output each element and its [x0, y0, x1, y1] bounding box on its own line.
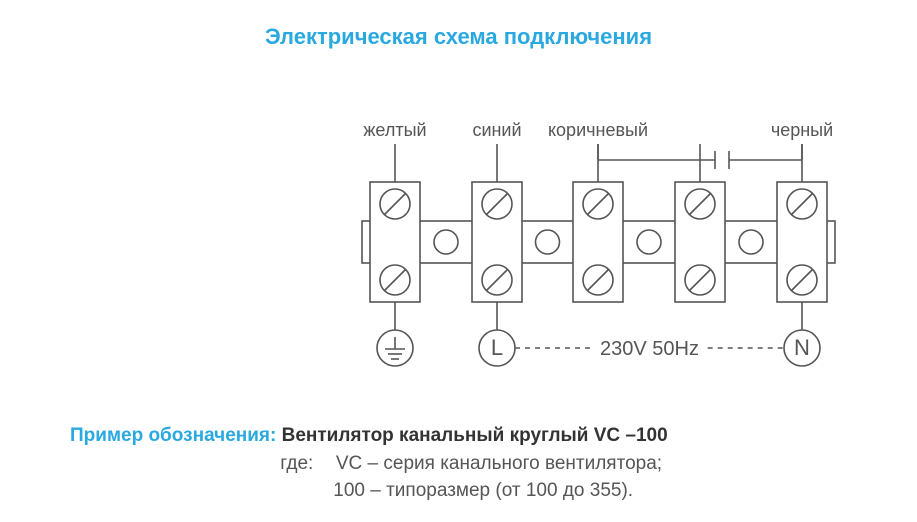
svg-text:коричневый: коричневый [548, 120, 648, 140]
example-label: Пример обозначения: [70, 425, 276, 446]
svg-text:черный: черный [771, 120, 833, 140]
svg-text:N: N [794, 335, 810, 360]
where-label: где: [280, 453, 313, 474]
svg-text:желтый: желтый [363, 120, 426, 140]
svg-text:230V 50Hz: 230V 50Hz [600, 338, 699, 360]
desc-line-2: 100 – типоразмер (от 100 до 355). [333, 480, 633, 501]
footer-block: Пример обозначения: Вентилятор канальный… [70, 422, 668, 505]
svg-text:синий: синий [472, 120, 521, 140]
desc-line-1: VC – серия канального вентилятора; [336, 453, 662, 474]
product-name: Вентилятор канальный круглый VC –100 [282, 425, 668, 446]
svg-text:L: L [491, 335, 503, 360]
